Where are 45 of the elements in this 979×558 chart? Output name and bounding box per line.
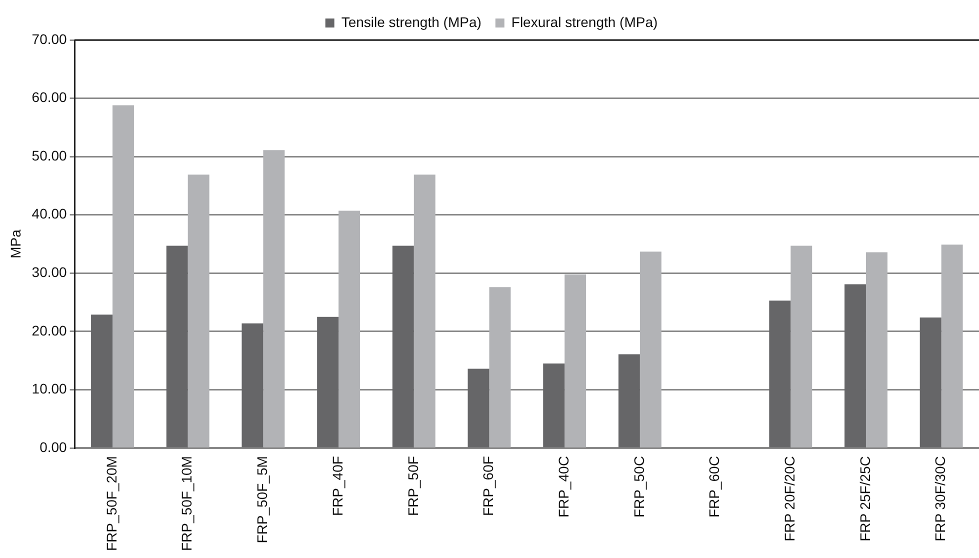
bar <box>112 105 134 448</box>
bar <box>392 246 414 448</box>
bar <box>618 354 640 448</box>
bar <box>769 300 791 448</box>
x-tick-label: FRP 30F/30C <box>932 456 948 542</box>
bar <box>263 150 285 448</box>
x-tick-label: FRP_50F_20M <box>103 456 120 552</box>
x-tick-label: FRP_40F <box>329 456 346 516</box>
bar <box>242 323 264 448</box>
bar <box>866 252 888 448</box>
y-tick-label: 20.00 <box>32 322 68 338</box>
bar <box>489 287 511 448</box>
x-tick-label: FRP 20F/20C <box>781 456 798 542</box>
y-tick-label: 10.00 <box>32 380 68 397</box>
bar <box>941 244 963 448</box>
y-tick-label: 30.00 <box>32 264 68 280</box>
y-axis-title: MPa <box>7 229 24 258</box>
x-tick-label: FRP_50F_10M <box>178 456 195 552</box>
bar <box>338 210 360 448</box>
legend-label: Tensile strength (MPa) <box>341 14 482 30</box>
bar <box>564 274 586 448</box>
x-tick-label: FRP_50F_5M <box>254 456 270 544</box>
bar <box>468 368 490 448</box>
bar <box>640 252 662 448</box>
x-tick-label: FRP_60F <box>480 456 496 516</box>
y-tick-label: 40.00 <box>32 206 68 222</box>
x-tick-label: FRP 25F/25C <box>856 456 873 542</box>
y-tick-label: 60.00 <box>32 89 68 106</box>
bar <box>317 316 339 448</box>
y-tick-label: 70.00 <box>32 30 68 47</box>
bar <box>920 317 942 448</box>
x-tick-label: FRP_60C <box>706 456 722 518</box>
legend-label: Flexural strength (MPa) <box>511 14 658 30</box>
x-tick-label: FRP_50F <box>404 456 421 516</box>
x-tick-label: FRP_50C <box>630 456 647 518</box>
bar <box>543 364 565 448</box>
bar <box>188 174 210 448</box>
x-tick-label: FRP_40C <box>555 456 572 518</box>
bar <box>844 284 866 448</box>
bar <box>91 314 113 448</box>
bar <box>166 246 188 448</box>
y-tick-label: 0.00 <box>40 438 68 455</box>
y-tick-label: 50.00 <box>32 147 68 164</box>
bar <box>414 174 436 448</box>
bar <box>790 246 812 448</box>
